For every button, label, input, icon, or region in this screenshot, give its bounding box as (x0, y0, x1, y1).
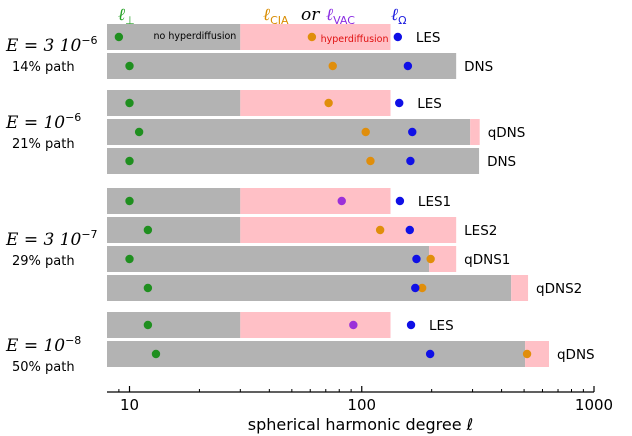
l-perp-point (143, 225, 153, 235)
legend-item: ℓΩ (391, 5, 407, 27)
hyperdiffusion-bar (240, 188, 391, 214)
l-perp-point (143, 283, 153, 293)
resolved-bar (107, 53, 457, 79)
row-label: qDNS1 (464, 252, 510, 268)
l-perp-point (125, 254, 134, 264)
no-hyperdiffusion-note: no hyperdiffusion (154, 31, 237, 42)
l-omega-point (393, 32, 403, 42)
l-cia-point (307, 32, 317, 42)
row-label: qDNS2 (536, 281, 582, 297)
row-label: LES (416, 30, 441, 46)
hyperdiffusion-bar (511, 275, 529, 301)
l-omega-point (406, 320, 416, 330)
legend-item: or (301, 5, 320, 25)
row-label: LES1 (418, 194, 451, 210)
x-tick-label: 10 (120, 396, 139, 414)
l-omega-point (395, 196, 405, 206)
l-cia-point (324, 98, 333, 108)
row-label: LES (429, 318, 454, 334)
row-label: DNS (464, 59, 493, 75)
chart-legend: ℓ⊥ ℓCIA or ℓVAC ℓΩ (118, 5, 407, 27)
group-path-label: 29% path (12, 254, 75, 269)
l-omega-point (406, 156, 415, 166)
l-cia-point (328, 61, 337, 71)
hyperdiffusion-bar (525, 341, 549, 367)
resolved-bar (107, 275, 512, 301)
l-cia-point (375, 225, 385, 235)
row-label: qDNS (557, 347, 595, 363)
l-perp-point (114, 32, 124, 42)
resolved-bar (107, 341, 526, 367)
l-omega-point (405, 225, 414, 235)
x-tick-label: 100 (347, 396, 376, 414)
resolved-bar (107, 246, 430, 272)
row-label: LES2 (464, 223, 497, 239)
l-perp-point (143, 320, 153, 330)
l-perp-point (125, 98, 134, 108)
hyperdiffusion-bar (240, 217, 457, 243)
l-vac-point (349, 320, 358, 330)
group-ekman-label: E = 3 10−7 (5, 228, 98, 250)
legend-item: ℓ⊥ (118, 5, 135, 27)
resolved-bar (107, 217, 241, 243)
hyperdiffusion-bar (470, 119, 480, 145)
l-perp-point (125, 196, 134, 206)
resolved-bar (107, 24, 241, 50)
l-perp-point (134, 127, 144, 137)
l-omega-point (403, 61, 413, 71)
l-omega-point (408, 127, 417, 137)
l-cia-point (522, 349, 532, 359)
x-tick-label: 1000 (575, 396, 613, 414)
chart-bars (107, 24, 549, 367)
l-perp-point (125, 156, 134, 166)
legend-item: ℓCIA (263, 5, 289, 27)
l-omega-point (395, 98, 404, 108)
row-label: LES (417, 96, 442, 112)
hyperdiffusion-bar (240, 312, 391, 338)
l-cia-point (366, 156, 375, 166)
group-path-label: 21% path (12, 137, 75, 152)
resolved-bar (107, 312, 241, 338)
l-perp-point (151, 349, 161, 359)
l-omega-point (425, 349, 435, 359)
l-omega-point (412, 254, 421, 264)
x-axis: 10 100 1000 spherical harmonic degree ℓ (107, 386, 613, 434)
group-ekman-label: E = 10−6 (5, 111, 81, 133)
x-axis-title: spherical harmonic degree ℓ (248, 415, 473, 434)
l-perp-point (125, 61, 134, 71)
resolved-bar (107, 148, 480, 174)
row-label: DNS (487, 154, 516, 170)
l-cia-point (426, 254, 435, 264)
group-path-label: 50% path (12, 360, 75, 375)
l-cia-point (361, 127, 370, 137)
chart-labels: E = 3 10−6 14% path no hyperdiffusion hyper… (5, 30, 595, 375)
l-cia-point (417, 283, 427, 293)
group-path-label: 14% path (12, 60, 75, 75)
hyperdiffusion-note: hyperdiffusion (321, 34, 389, 45)
l-omega-point (411, 283, 420, 293)
legend-item: ℓVAC (326, 5, 355, 27)
group-ekman-label: E = 10−8 (5, 334, 81, 356)
l-vac-point (337, 196, 346, 206)
group-ekman-label: E = 3 10−6 (5, 34, 98, 56)
hyperdiffusion-bar (240, 90, 391, 116)
row-label: qDNS (488, 125, 526, 141)
